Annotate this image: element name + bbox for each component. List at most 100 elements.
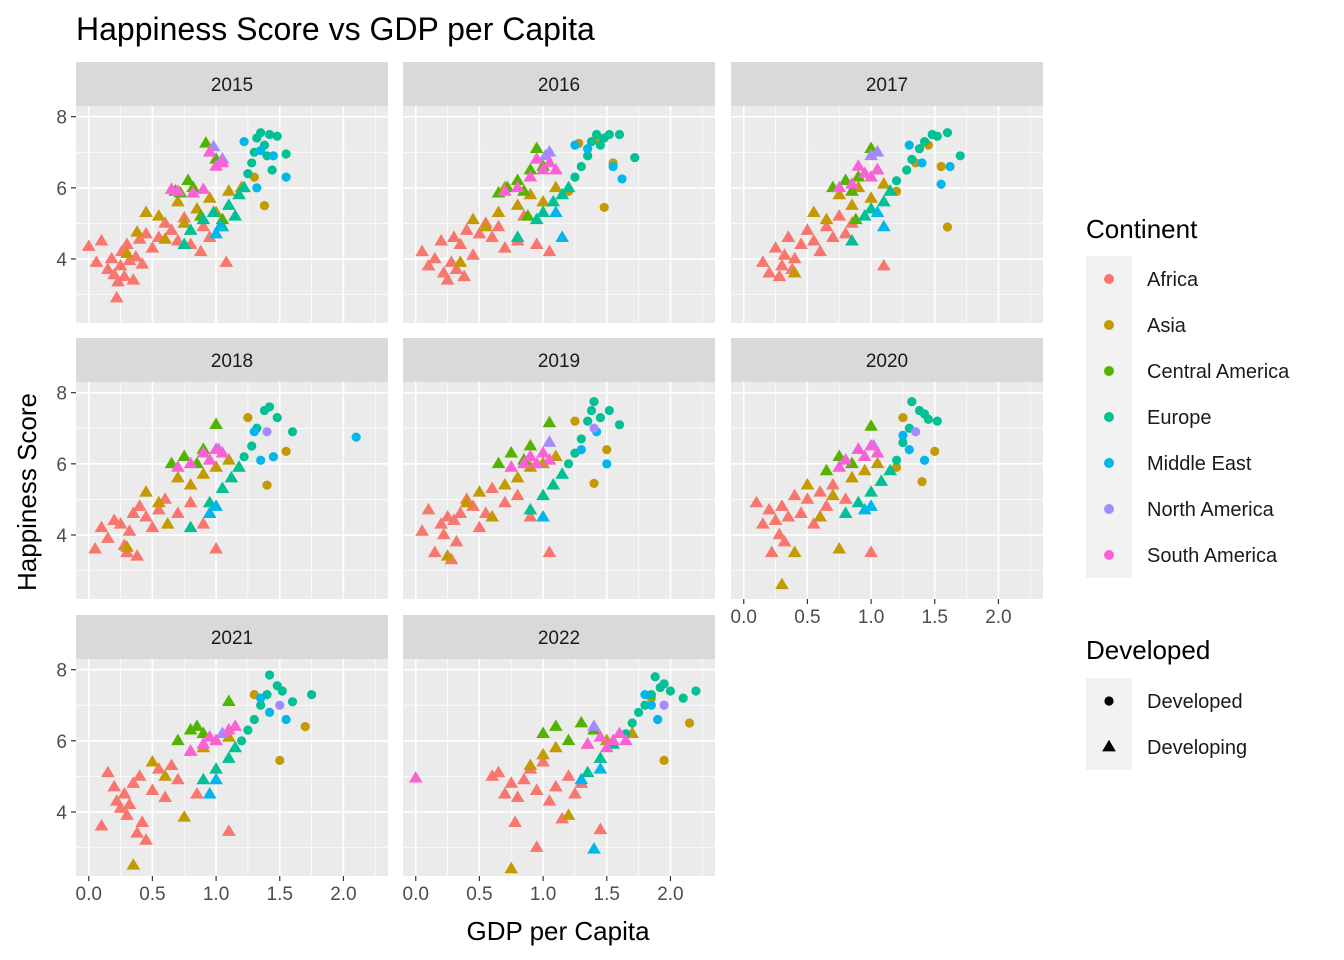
data-point [196,737,211,749]
data-point [529,840,544,852]
data-point [517,772,531,785]
legend-label: North America [1147,499,1275,521]
data-point [523,162,538,175]
data-point [864,191,878,203]
data-point [845,456,859,469]
data-point [857,209,872,221]
data-point [911,427,921,437]
data-point [864,499,878,511]
data-point [449,262,464,274]
data-point [787,545,802,558]
data-point [510,173,525,186]
data-point [209,762,223,774]
data-point [529,152,544,164]
data-point [510,470,525,483]
data-point [570,416,580,426]
data-point [563,459,574,469]
data-point [891,462,902,472]
shape-legend: Developed Developed Developing [1086,635,1247,770]
data-point [819,219,834,232]
legend-label: South America [1147,545,1278,567]
data-point [523,449,538,462]
facet-panel-2022: 2022 0.0 0.5 1.0 1.5 2.0 [403,615,715,905]
y-axis-title: Happiness Score [12,393,42,591]
data-point [548,180,563,193]
data-point [196,212,211,225]
data-point [120,808,134,820]
data-point [838,226,853,239]
data-point [883,463,898,476]
data-point [268,151,278,161]
data-point [787,265,802,278]
data-point [568,786,582,799]
data-point [595,412,605,423]
data-point [945,161,955,172]
data-point [510,488,525,501]
data-point [171,772,185,785]
data-point [529,237,544,250]
data-point [275,755,285,765]
data-point [408,770,423,783]
data-point [845,177,859,189]
data-point [870,145,885,157]
data-point [89,255,104,267]
data-point [851,495,866,508]
data-point [917,477,927,487]
data-point [171,460,185,472]
data-point [904,140,914,150]
facet-panel-2017: 2017 [731,62,1043,323]
data-point [281,149,291,159]
data-point [917,158,927,168]
data-point [606,733,620,746]
legend-label: Africa [1147,269,1199,291]
data-point [542,415,557,428]
data-point [202,145,217,157]
data-point [851,442,866,454]
data-point [264,129,275,140]
data-point [576,434,586,444]
data-point [523,169,538,182]
data-point [158,216,172,228]
data-point [164,223,179,235]
shape-legend-items: Developed Developing [1102,691,1247,759]
data-point [272,131,282,141]
facet-strip [76,62,388,106]
data-point [510,790,525,803]
data-point [555,467,570,479]
data-point [504,445,519,458]
data-point [440,273,455,285]
data-point [171,194,185,207]
data-point [583,416,593,426]
data-point [619,733,633,746]
shape-legend-key-background [1086,678,1132,770]
data-point [94,233,109,246]
data-point [523,438,538,451]
data-point [498,184,512,196]
data-point [504,861,519,874]
data-point [196,772,211,785]
data-point [120,246,134,258]
data-point [762,265,777,278]
data-point [529,212,544,225]
data-point [232,187,246,200]
data-point [202,506,217,518]
facet-panels: 2015 4 6 8 2016 2017 2018 4 6 8 2019 2020 0.0 0.5 1.0 1… [56,62,1043,905]
data-point [145,520,160,533]
data-point [646,689,656,700]
data-point [650,672,660,682]
x-tick-label: 2.0 [330,884,356,905]
y-tick-label: 6 [56,455,67,476]
data-point [88,541,102,554]
data-point [466,499,480,511]
data-point [589,396,599,407]
data-point [183,722,198,735]
data-point [659,755,669,765]
data-point [536,754,550,767]
facet-strip-label: 2018 [211,351,253,372]
data-point [832,187,847,200]
x-tick-label: 1.5 [922,607,948,628]
data-point [453,255,468,267]
data-point [281,446,291,456]
data-point [485,769,499,781]
facet-strip [403,338,715,382]
